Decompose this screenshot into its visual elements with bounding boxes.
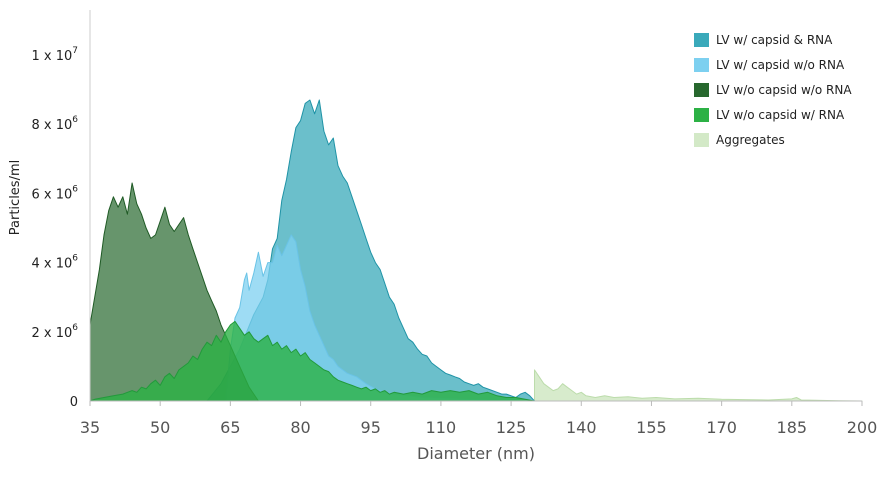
x-axis-ticks: 35 50 65 80 95 110 125 140 155 170 185 200 [80, 401, 877, 437]
x-tick-label: 35 [80, 418, 100, 437]
x-tick-label: 110 [426, 418, 457, 437]
x-tick-label: 95 [361, 418, 381, 437]
legend-label: LV w/ capsid & RNA [716, 33, 833, 47]
y-tick-label: 2 x 106 [31, 323, 78, 341]
series-area-0 [510, 369, 863, 402]
y-axis-ticks: 0 2 x 106 4 x 106 6 x 106 8 x 106 1 x 107 [31, 46, 78, 410]
x-tick-label: 200 [847, 418, 878, 437]
y-tick-label: 6 x 106 [31, 184, 78, 202]
x-tick-label: 140 [566, 418, 597, 437]
y-tick-label: 0 [70, 395, 78, 410]
y-tick-label: 4 x 106 [31, 254, 78, 272]
legend-swatch [694, 133, 709, 147]
x-tick-label: 125 [496, 418, 527, 437]
legend-label: Aggregates [716, 133, 785, 147]
series-area-4 [89, 320, 535, 402]
x-tick-label: 80 [290, 418, 310, 437]
x-tick-label: 65 [220, 418, 240, 437]
y-tick-label: 8 x 106 [31, 115, 78, 133]
x-tick-label: 170 [706, 418, 737, 437]
x-tick-label: 155 [636, 418, 667, 437]
legend: LV w/ capsid & RNA LV w/ capsid w/o RNA LV… [694, 33, 852, 147]
legend-label: LV w/o capsid w/ RNA [716, 108, 845, 122]
y-axis-label: Particles/ml [8, 160, 23, 235]
legend-label: LV w/o capsid w/o RNA [716, 83, 852, 97]
plot-areas [89, 99, 863, 402]
x-tick-label: 185 [777, 418, 808, 437]
legend-label: LV w/ capsid w/o RNA [716, 58, 845, 72]
y-tick-label: 1 x 107 [31, 46, 78, 64]
legend-swatch [694, 58, 709, 72]
legend-swatch [694, 108, 709, 122]
legend-swatch [694, 33, 709, 47]
x-tick-label: 50 [150, 418, 170, 437]
legend-swatch [694, 83, 709, 97]
x-axis-label: Diameter (nm) [417, 444, 535, 463]
